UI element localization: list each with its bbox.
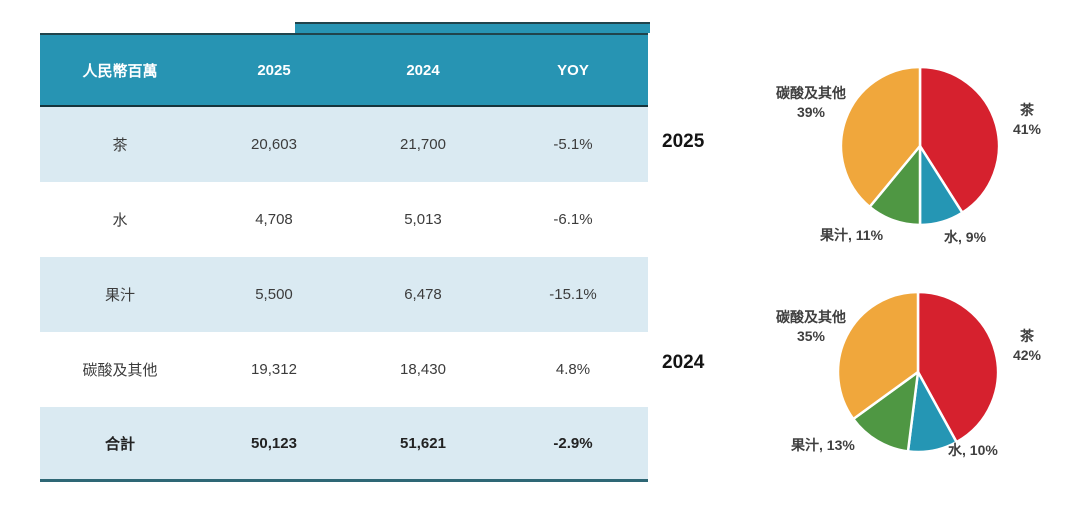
pie-label-water-2024: 水, 10% (948, 442, 998, 458)
pie-slice-碳酸及其他 (836, 290, 920, 421)
pie-label-tea-2025: 茶 41% (998, 101, 1056, 139)
revenue-table: 人民幣百萬 2025 2024 YOY 茶 20,603 21,700 -5.1… (40, 33, 648, 482)
pie-label-name: 茶 (1020, 328, 1034, 344)
pie-slice-果汁 (852, 370, 920, 453)
pie-label-carbonated-others-2024: 碳酸及其他 35% (748, 308, 874, 346)
pie-slice-碳酸及其他 (839, 65, 922, 209)
pie-label-name: 碳酸及其他 (776, 85, 846, 101)
pie-title-2024: 2024 (662, 352, 705, 373)
table-header-extension (295, 22, 650, 33)
pie-title-2025: 2025 (662, 131, 705, 152)
pie-label-value: 42% (1012, 347, 1042, 363)
table-row-total: 合計 50,123 51,621 -2.9% (40, 407, 648, 482)
pie-label-juice-2025: 果汁, 11% (820, 227, 884, 243)
table-row-tea: 茶 20,603 21,700 -5.1% (40, 107, 648, 182)
value-2025: 50,123 (251, 434, 297, 452)
pie-label-value: 41% (1012, 121, 1042, 137)
value-yoy: -5.1% (553, 136, 593, 153)
pie-chart-2025 (839, 65, 1001, 227)
value-yoy: 4.8% (555, 361, 591, 378)
value-2025: 5,500 (255, 286, 293, 303)
column-header-yoy: YOY (557, 61, 589, 79)
value-2024: 21,700 (400, 136, 446, 153)
column-header-2024: 2024 (406, 61, 440, 79)
row-label: 茶 (112, 137, 128, 154)
value-2024: 18,430 (400, 361, 446, 378)
pie-slice-茶 (916, 290, 1000, 444)
value-2025: 20,603 (251, 136, 297, 153)
pie-label-name: 碳酸及其他 (776, 309, 846, 325)
value-yoy: -2.9% (553, 434, 593, 452)
pie-label-name: 茶 (1020, 102, 1034, 118)
row-label: 果汁 (104, 287, 135, 304)
value-yoy: -15.1% (549, 286, 597, 303)
row-label: 合計 (104, 435, 135, 453)
row-label: 碳酸及其他 (82, 362, 158, 379)
table-row-carbonated-others: 碳酸及其他 19,312 18,430 4.8% (40, 332, 648, 407)
value-yoy: -6.1% (553, 211, 593, 228)
column-header-currency: 人民幣百萬 (82, 62, 158, 80)
pie-label-value: 39% (796, 104, 826, 120)
column-header-2025: 2025 (257, 61, 291, 79)
row-label: 水 (112, 212, 128, 229)
value-2024: 6,478 (404, 286, 442, 303)
pie-chart-2024 (836, 290, 1000, 454)
pie-label-tea-2024: 茶 42% (998, 327, 1056, 365)
table-row-juice: 果汁 5,500 6,478 -15.1% (40, 257, 648, 332)
pie-label-value: 35% (796, 328, 826, 344)
table-header-row: 人民幣百萬 2025 2024 YOY (40, 33, 648, 107)
pie-label-carbonated-others-2025: 碳酸及其他 39% (748, 84, 874, 122)
value-2025: 4,708 (255, 211, 293, 228)
value-2024: 51,621 (400, 434, 446, 452)
value-2024: 5,013 (404, 211, 442, 228)
pie-label-juice-2024: 果汁, 13% (791, 437, 855, 453)
pie-label-water-2025: 水, 9% (944, 229, 987, 245)
table-row-water: 水 4,708 5,013 -6.1% (40, 182, 648, 257)
value-2025: 19,312 (251, 361, 297, 378)
